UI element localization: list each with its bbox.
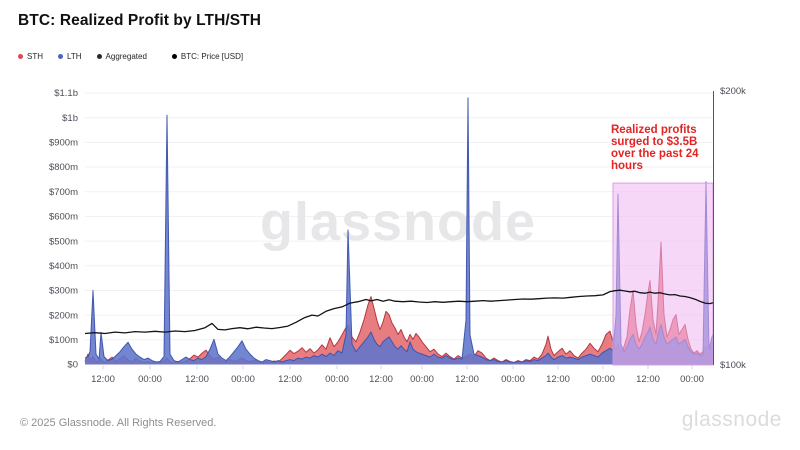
y-axis-left-label: $100m [49, 335, 78, 346]
x-axis-label: 12:00 [455, 374, 479, 385]
x-axis-label: 00:00 [138, 374, 162, 385]
x-axis-label: 00:00 [325, 374, 349, 385]
legend-dot-icon [96, 54, 102, 59]
x-axis-label: 00:00 [410, 374, 434, 385]
footer-copyright: © 2025 Glassnode. All Rights Reserved. [20, 417, 217, 429]
legend-item-aggregated[interactable]: Aggregated [96, 52, 147, 61]
legend-dot-icon [171, 54, 177, 59]
x-axis-label: 12:00 [369, 374, 393, 385]
y-axis-left-label: $800m [49, 162, 78, 173]
legend-label: Aggregated [105, 52, 147, 61]
y-axis-left-label: $600m [49, 212, 78, 223]
x-axis-label: 12:00 [546, 374, 570, 385]
y-axis-left-label: $500m [49, 236, 78, 247]
price-line [84, 289, 714, 335]
y-axis-left-label: $300m [49, 286, 78, 297]
y-axis-left-label: $1.1b [54, 88, 78, 99]
glassnode-logo: glassnode [681, 408, 782, 431]
x-axis-label: 12:00 [91, 374, 115, 385]
x-axis-label: 00:00 [680, 374, 704, 385]
y-axis-right-label: $100k [720, 360, 746, 371]
legend-dot-icon [58, 54, 63, 59]
watermark-glassnode: glassnode [260, 192, 536, 252]
legend-dot-icon [18, 54, 23, 59]
annotation-realized-profits: Realized profits surged to $3.5B over th… [611, 124, 699, 172]
y-axis-left-label: $700m [49, 187, 78, 198]
y-axis-left-label: $0 [67, 360, 78, 371]
highlight-region [612, 182, 714, 366]
y-axis-left-label: $400m [49, 261, 78, 272]
legend: STH LTH Aggregated BTC: Price [USD] [18, 52, 243, 61]
legend-item-btc-price-usd[interactable]: BTC: Price [USD] [171, 52, 244, 61]
x-axis-label: 00:00 [231, 374, 255, 385]
x-axis-label: 00:00 [501, 374, 525, 385]
legend-label: BTC: Price [USD] [180, 52, 244, 61]
x-axis-label: 12:00 [278, 374, 302, 385]
y-axis-right-label: $200k [720, 86, 746, 97]
legend-item-lth[interactable]: LTH [58, 52, 82, 61]
y-axis-left-label: $200m [49, 310, 78, 321]
legend-label: STH [27, 52, 43, 61]
page-title: BTC: Realized Profit by LTH/STH [18, 12, 262, 29]
y-axis-left-label: $1b [62, 113, 78, 124]
y-axis-left-label: $900m [49, 138, 78, 149]
x-axis-label: 00:00 [591, 374, 615, 385]
legend-label: LTH [67, 52, 82, 61]
legend-item-sth[interactable]: STH [18, 52, 43, 61]
x-axis-label: 12:00 [636, 374, 660, 385]
x-axis-label: 12:00 [185, 374, 209, 385]
